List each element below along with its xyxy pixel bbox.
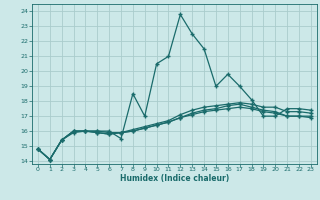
X-axis label: Humidex (Indice chaleur): Humidex (Indice chaleur)	[120, 174, 229, 183]
